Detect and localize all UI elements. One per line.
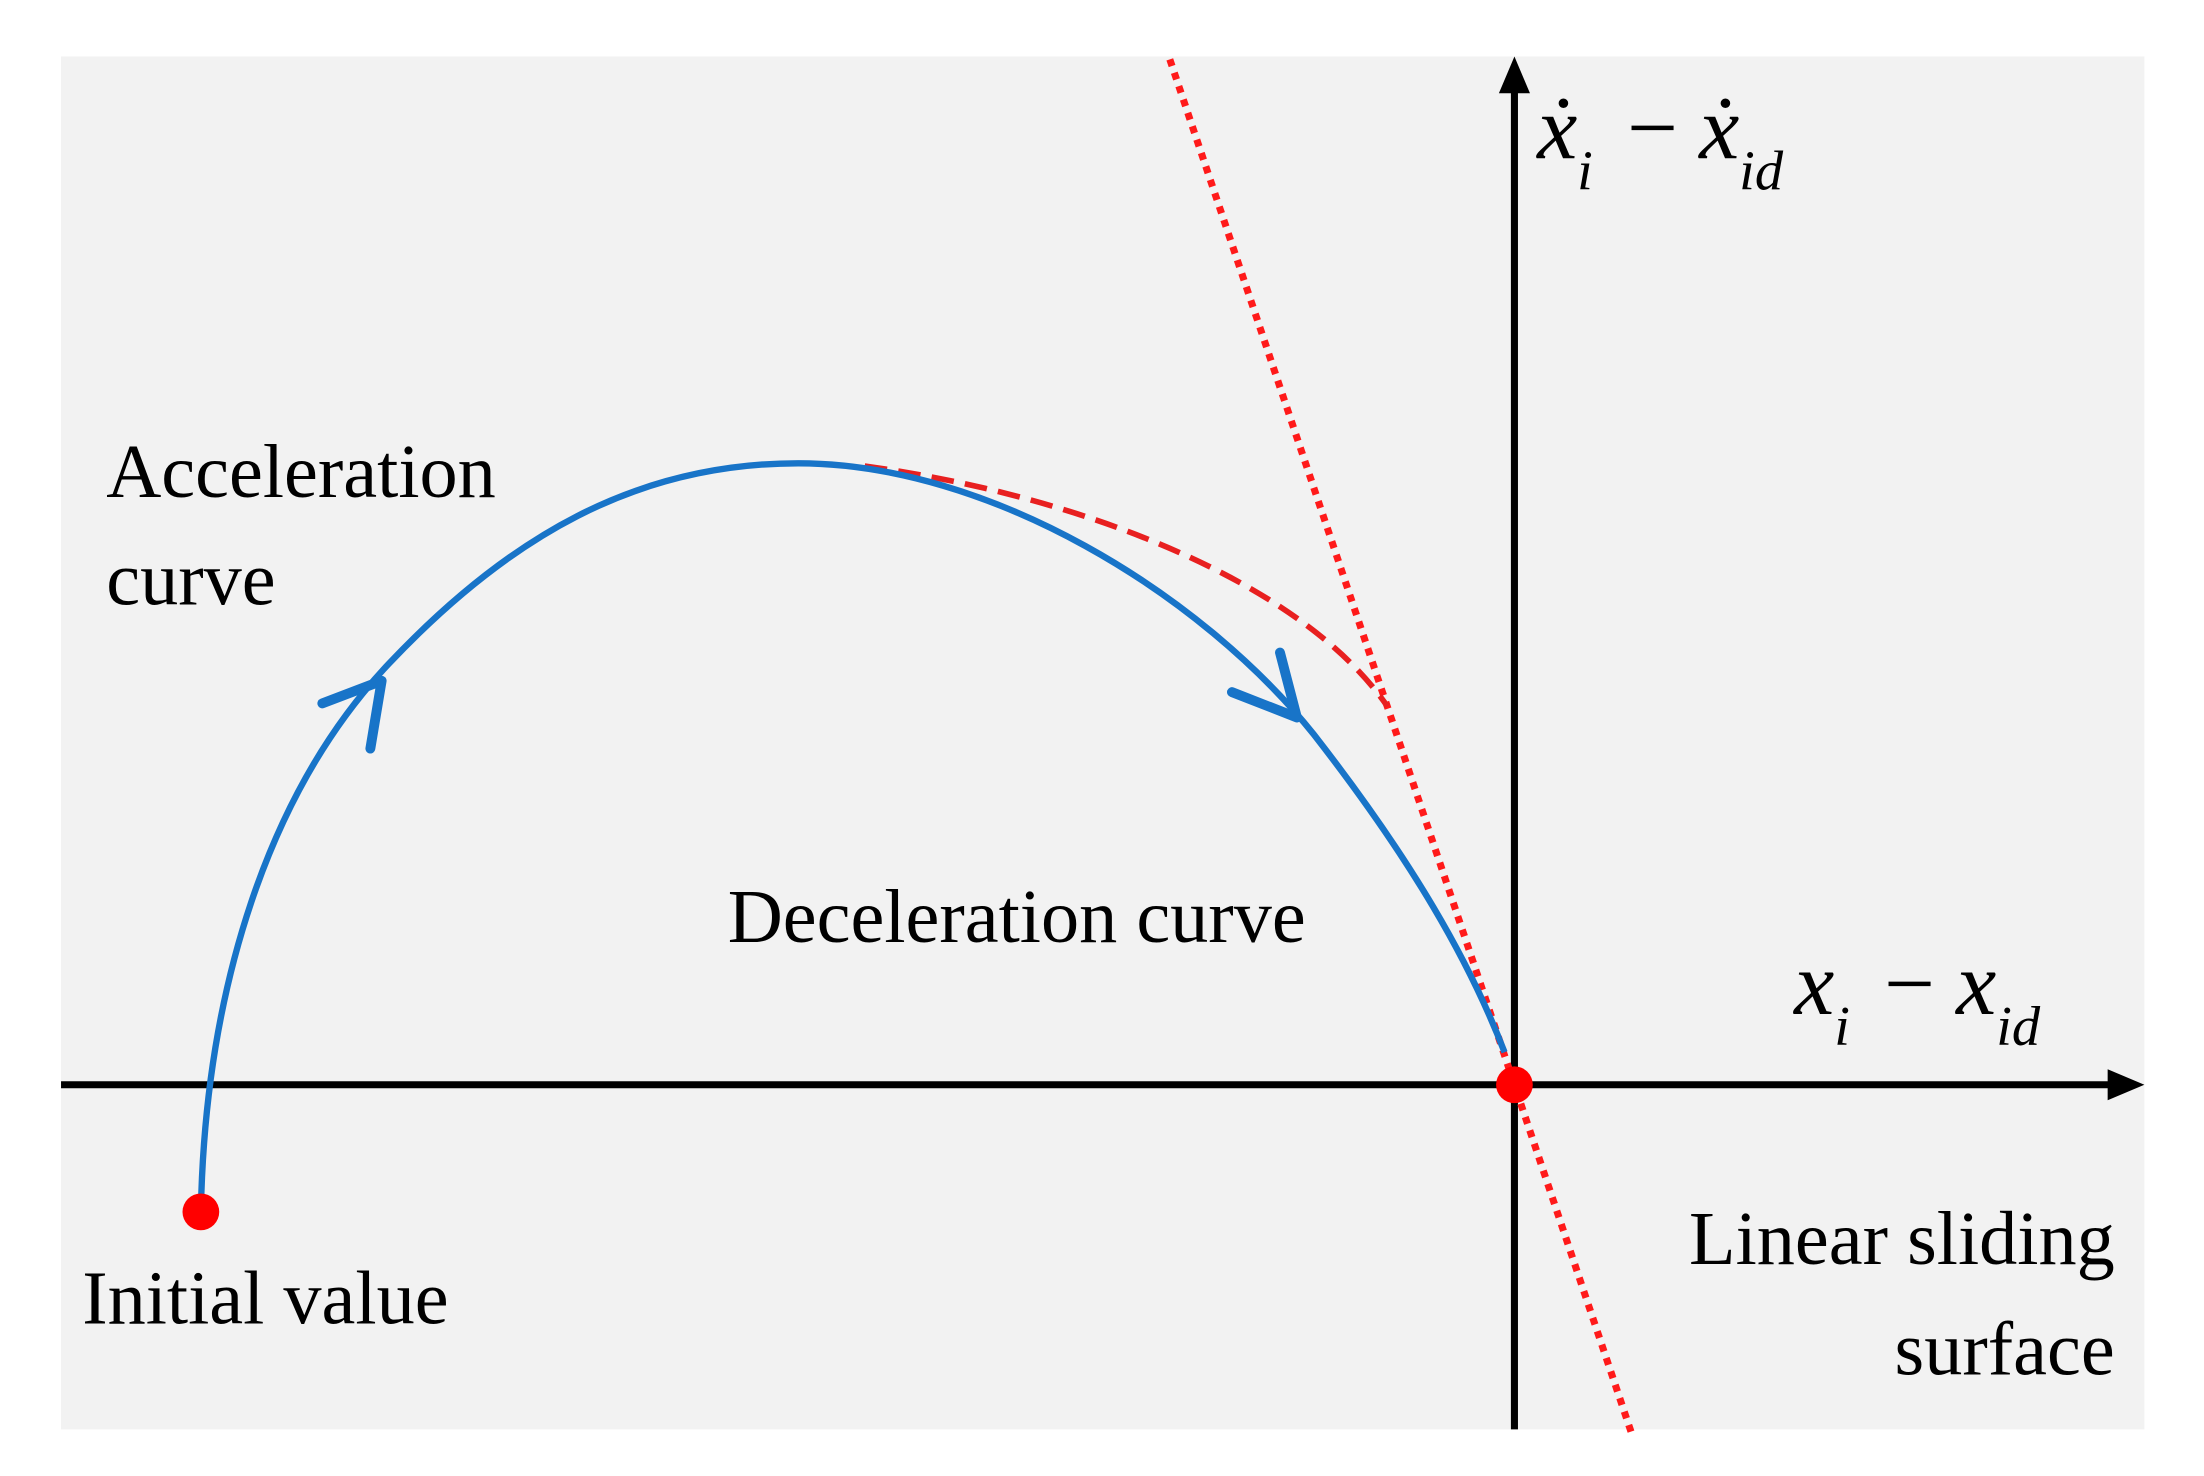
operator: − (1621, 77, 1682, 178)
label: surface (1895, 1307, 2115, 1391)
label: Linear sliding (1689, 1197, 2115, 1281)
x-arrow (2107, 1069, 2145, 1101)
initial-point (182, 1193, 220, 1231)
subscript: id (1996, 996, 2041, 1058)
symbol: x (1792, 933, 1834, 1034)
origin-point (1496, 1066, 1533, 1104)
subscript: i (1834, 996, 1850, 1058)
x-axis-label: xi − xid (1792, 933, 2041, 1058)
trajectory (197, 460, 1508, 1212)
symbol: ẋ (1698, 77, 1739, 178)
ideal-curve (864, 463, 1390, 708)
label: curve (106, 538, 275, 622)
symbol: ẋ (1536, 77, 1577, 178)
label: Initial value (82, 1256, 448, 1340)
subscript: i (1577, 140, 1593, 202)
sliding-surface (1166, 58, 1636, 1435)
y-arrow (1498, 56, 1530, 94)
arrow-head (1227, 647, 1302, 723)
y-axis-label: ẋi − ẋid (1536, 77, 1784, 202)
subscript: id (1739, 140, 1784, 202)
operator: − (1878, 933, 1939, 1034)
label: Deceleration curve (728, 875, 1306, 959)
symbol: x (1954, 933, 1996, 1034)
label: Acceleration (106, 430, 496, 514)
arrow-head (317, 675, 387, 754)
background (61, 56, 2145, 1430)
